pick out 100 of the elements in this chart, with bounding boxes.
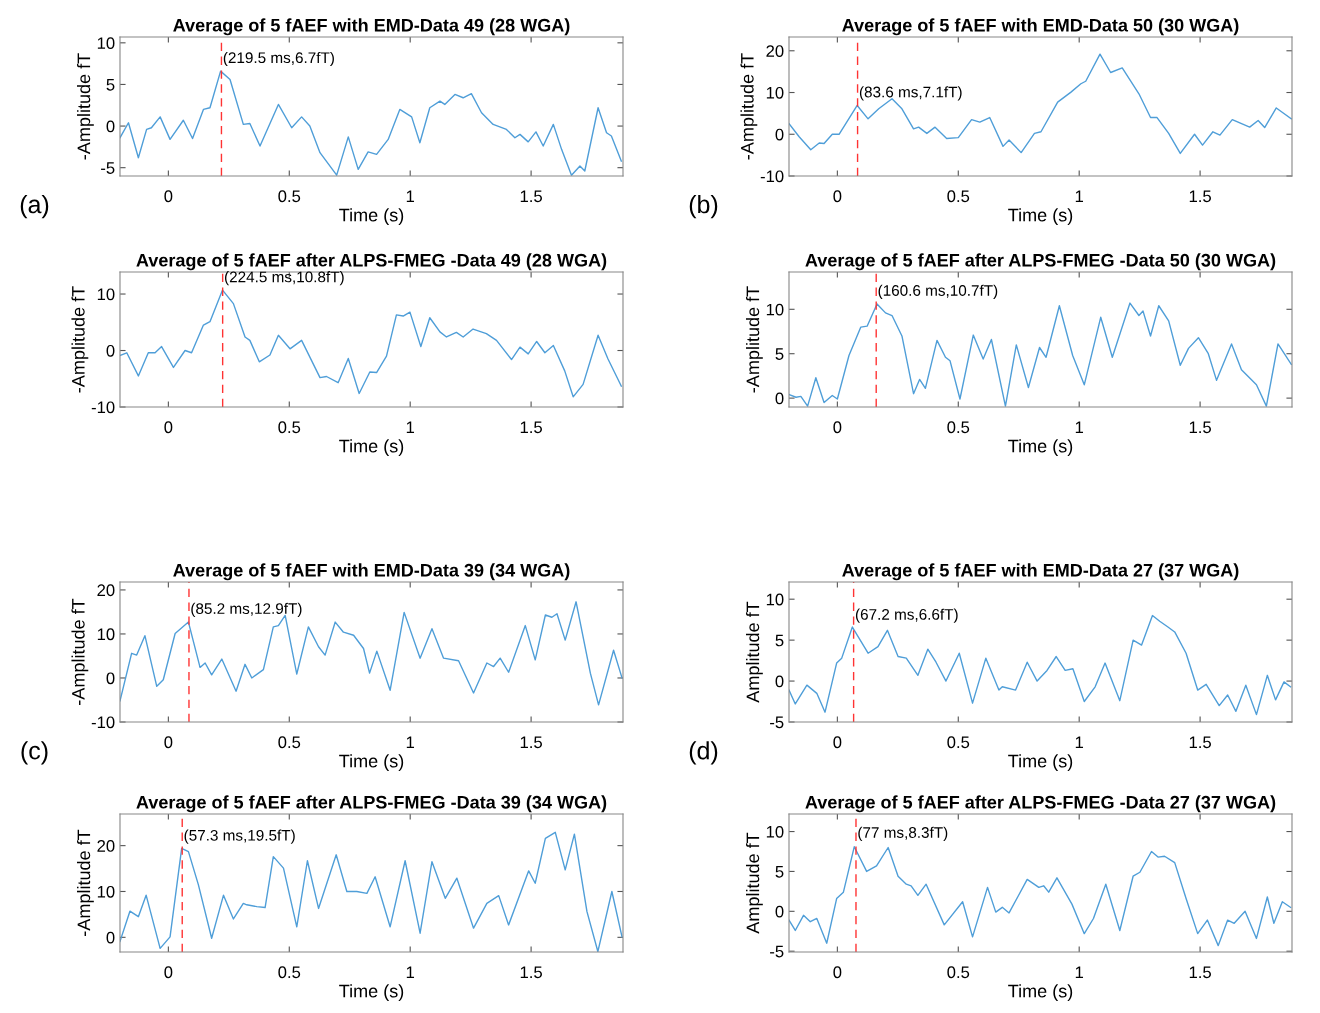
x-tick-label: 0.5 <box>947 736 970 749</box>
y-tick-label: 5 <box>775 634 784 647</box>
x-tick-label: 0.5 <box>278 190 301 203</box>
y-tick-label: 0 <box>775 675 784 688</box>
x-tick-label: 1.5 <box>1189 736 1211 749</box>
x-tick-label: 1.5 <box>520 736 542 749</box>
y-tick-label: 10 <box>97 288 115 301</box>
x-tick-label: 1 <box>406 736 415 748</box>
y-axis-title: -Amplitude fT <box>71 286 89 393</box>
x-tick-label: 0.5 <box>278 966 301 979</box>
y-tick-label: -10 <box>91 401 115 414</box>
y-tick-label: 5 <box>775 866 784 878</box>
chart-title: Average of 5 fAEF with EMD-Data 49 (28 WGA) <box>173 18 570 36</box>
text: (d) <box>689 741 718 765</box>
x-tick-label: 0.5 <box>947 966 970 979</box>
y-tick-label: 10 <box>97 628 115 641</box>
y-tick-label: -5 <box>101 162 115 174</box>
y-tick-label: 5 <box>106 79 115 91</box>
y-tick-label: -5 <box>770 716 784 729</box>
chart-title: Average of 5 fAEF with EMD-Data 50 (30 WGA) <box>842 18 1239 36</box>
x-tick-label: 1.5 <box>1189 421 1211 434</box>
annotation: (77 ms,8.3fT) <box>858 826 948 841</box>
x-axis-title: Time (s) <box>1008 439 1073 457</box>
y-tick-label: -10 <box>91 716 115 729</box>
y-tick-label: 10 <box>766 825 784 838</box>
annotation: (67.2 ms,6.6fT) <box>855 608 958 623</box>
y-tick-label: 0 <box>775 392 784 405</box>
text: (a) <box>20 194 49 219</box>
chart-title: Average of 5 fAEF after ALPS-FMEG -Data 39 (34 WGA) <box>136 795 607 813</box>
x-tick-label: 0.5 <box>947 421 970 434</box>
x-tick-label: 1 <box>1075 966 1084 978</box>
y-tick-label: 20 <box>97 584 115 597</box>
x-tick-label: 1 <box>1075 421 1084 433</box>
annotation: (57.3 ms,19.5fT) <box>184 829 295 844</box>
chart-title: Average of 5 fAEF after ALPS-FMEG -Data 50 (30 WGA) <box>805 253 1276 271</box>
x-tick-label: 1 <box>1075 190 1084 202</box>
y-axis-title: Amplitude fT <box>745 832 763 934</box>
x-axis-title: Time (s) <box>1008 208 1073 226</box>
text: (b) <box>689 194 718 219</box>
x-tick-label: 1.5 <box>520 190 542 203</box>
x-tick-label: 0 <box>833 190 842 203</box>
y-tick-label: 0 <box>106 120 115 133</box>
y-tick-label: 0 <box>775 128 784 141</box>
y-tick-label: 10 <box>766 303 784 316</box>
x-tick-label: 0.5 <box>947 190 970 203</box>
x-tick-label: 1.5 <box>520 421 542 434</box>
y-axis-title: -Amplitude fT <box>71 598 89 705</box>
line-series <box>120 289 623 398</box>
annotation: (83.6 ms,7.1fT) <box>859 86 962 101</box>
x-axis-title: Time (s) <box>339 208 404 226</box>
chart-title: Average of 5 fAEF with EMD-Data 27 (37 WGA) <box>842 563 1239 581</box>
y-tick-label: 10 <box>97 885 115 898</box>
x-tick-label: 1 <box>406 190 415 202</box>
x-tick-label: 1.5 <box>1189 966 1211 979</box>
x-axis-title: Time (s) <box>339 754 404 772</box>
x-tick-label: 1 <box>1075 736 1084 748</box>
x-tick-label: 0 <box>164 421 173 434</box>
annotation: (224.5 ms,10.8fT) <box>224 271 344 286</box>
y-tick-label: -5 <box>770 945 784 958</box>
y-axis-title: -Amplitude fT <box>76 53 94 160</box>
x-tick-label: 0 <box>833 421 842 434</box>
y-tick-label: 0 <box>106 672 115 685</box>
chart-title: Average of 5 fAEF after ALPS-FMEG -Data 49 (28 WGA) <box>136 253 607 271</box>
y-tick-label: 0 <box>775 905 784 918</box>
x-tick-label: 0.5 <box>278 736 301 749</box>
x-tick-label: 0 <box>164 966 173 979</box>
x-tick-label: 1.5 <box>520 966 542 979</box>
chart-title: Average of 5 fAEF with EMD-Data 39 (34 WGA) <box>173 563 570 581</box>
y-tick-label: 20 <box>97 840 115 852</box>
annotation: (219.5 ms,6.7fT) <box>223 51 334 67</box>
annotation: (85.2 ms,12.9fT) <box>191 602 302 618</box>
y-tick-label: 10 <box>766 86 784 99</box>
x-tick-label: 0 <box>833 736 842 749</box>
line-series <box>789 53 1292 155</box>
line-series <box>789 846 1292 947</box>
chart-title: Average of 5 fAEF after ALPS-FMEG -Data 27 (37 WGA) <box>805 795 1276 813</box>
y-tick-label: 0 <box>106 344 115 357</box>
x-axis-title: Time (s) <box>1008 754 1073 772</box>
x-tick-label: 0.5 <box>278 421 301 434</box>
x-axis-title: Time (s) <box>339 439 404 457</box>
x-tick-label: 0 <box>164 190 173 203</box>
annotation: (160.6 ms,10.7fT) <box>878 284 998 299</box>
y-axis-title: -Amplitude fT <box>76 829 94 936</box>
y-tick-label: 10 <box>97 37 115 50</box>
y-tick-label: 10 <box>766 593 784 606</box>
x-axis-title: Time (s) <box>1008 984 1073 1002</box>
x-axis-title: Time (s) <box>339 984 404 1002</box>
x-tick-label: 0 <box>833 966 842 979</box>
y-tick-label: 20 <box>766 45 784 57</box>
y-tick-label: -10 <box>760 170 784 183</box>
x-tick-label: 1 <box>406 421 415 433</box>
x-tick-label: 0 <box>164 736 173 749</box>
y-axis-title: -Amplitude fT <box>745 286 763 393</box>
text: (c) <box>21 741 48 765</box>
y-axis-title: -Amplitude fT <box>740 53 758 160</box>
x-tick-label: 1.5 <box>1189 190 1211 203</box>
x-tick-label: 1 <box>406 966 415 978</box>
y-tick-label: 0 <box>106 931 115 944</box>
line-series <box>120 601 623 706</box>
y-axis-title: Amplitude fT <box>745 601 763 703</box>
